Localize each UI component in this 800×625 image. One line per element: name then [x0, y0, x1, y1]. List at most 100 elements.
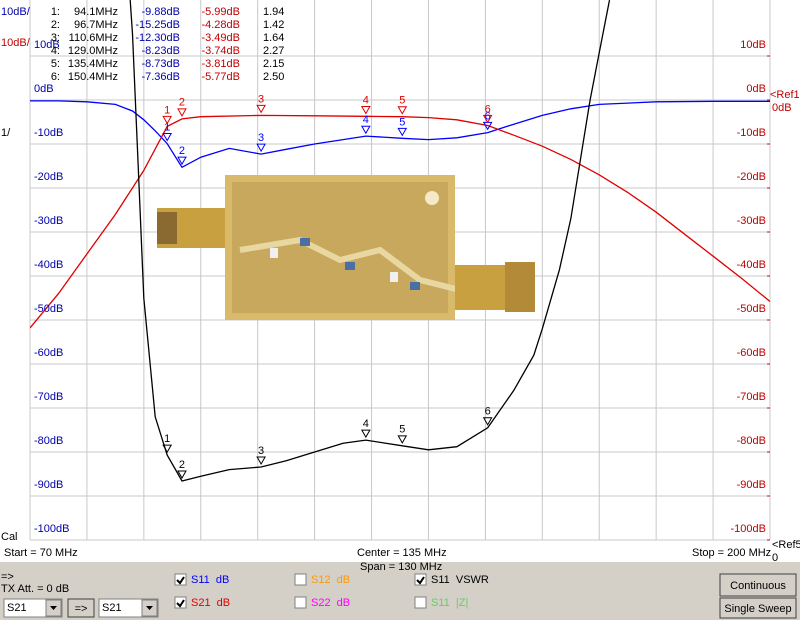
note: Cal: [1, 531, 18, 543]
marker: [397, 106, 408, 115]
marker-label: 2: [179, 459, 185, 471]
ref-value: 0dB: [772, 102, 792, 114]
marker-label: 1: [164, 121, 170, 133]
button-label[interactable]: Single Sweep: [724, 603, 791, 615]
select-arrow-icon: [146, 606, 153, 610]
marker: [482, 114, 493, 124]
left-tick-label: -50dB: [34, 303, 63, 315]
left-tick-label: 0dB: [34, 83, 54, 95]
marker: [177, 470, 187, 480]
marker-cell: -3.81dB: [201, 58, 240, 70]
right-tick-label: -50dB: [737, 303, 766, 315]
center: Center = 135 MHz: [357, 547, 447, 559]
marker: [256, 104, 266, 114]
marker: [360, 429, 371, 439]
note: 1/: [1, 127, 11, 139]
right-tick-label: -90dB: [737, 479, 766, 491]
marker-cell: -9.88dB: [141, 6, 180, 18]
arrow: =>: [1, 571, 14, 583]
marker-cell: 2.27: [263, 45, 284, 57]
checkmark: [176, 599, 185, 608]
marker-label: 3: [258, 93, 264, 105]
checkbox[interactable]: [294, 573, 307, 586]
marker-cell: 2.15: [263, 58, 284, 70]
select-value[interactable]: S21: [102, 602, 122, 614]
marker-label: 6: [485, 406, 491, 418]
left-tick-label: -60dB: [34, 347, 63, 359]
checkbox-label[interactable]: S21 dB: [191, 597, 230, 609]
right-tick-label: -80dB: [737, 435, 766, 447]
marker: [256, 143, 266, 153]
marker-cell: 5:: [51, 58, 60, 70]
checkbox[interactable]: [414, 596, 427, 609]
marker-cell: -3.74dB: [201, 45, 240, 57]
left-tick-label: -70dB: [34, 391, 63, 403]
right-tick-label: -10dB: [737, 127, 766, 139]
left-tick-label: -80dB: [34, 435, 63, 447]
button[interactable]: [719, 573, 797, 597]
checkbox[interactable]: [414, 573, 427, 586]
right-tick-label: -70dB: [737, 391, 766, 403]
checkbox[interactable]: [294, 596, 307, 609]
marker-label: 4: [363, 418, 369, 430]
marker-label: 4: [363, 114, 369, 126]
marker-label: 2: [179, 97, 185, 109]
checkbox[interactable]: [174, 573, 187, 586]
marker: [482, 417, 493, 426]
button[interactable]: [67, 598, 95, 618]
select-value[interactable]: S21: [7, 602, 27, 614]
marker-cell: -12.30dB: [135, 32, 180, 44]
trace: [30, 114, 770, 329]
ref-label: <Ref1: [770, 89, 800, 101]
marker-cell: -5.77dB: [201, 71, 240, 83]
marker: [177, 108, 187, 117]
marker-cell: -3.49dB: [201, 32, 240, 44]
marker-cell: -8.73dB: [141, 58, 180, 70]
checkbox-label[interactable]: S22 dB: [311, 597, 350, 609]
marker-cell: 1.64: [263, 32, 284, 44]
marker-cell: 96.7MHz: [74, 19, 118, 31]
right-tick-label: 0dB: [746, 83, 766, 95]
marker-cell: 129.0MHz: [68, 45, 118, 57]
marker: [397, 435, 408, 444]
select-arrow-icon: [50, 606, 57, 610]
marker: [162, 115, 173, 125]
stop: Stop = 200 MHz: [692, 547, 771, 559]
right-tick-label: -20dB: [737, 171, 766, 183]
left-tick-label: -10dB: [34, 127, 63, 139]
marker-cell: 4:: [51, 45, 60, 57]
right-tick-label: -60dB: [737, 347, 766, 359]
right-tick-label: 10dB: [740, 39, 766, 51]
checkbox-label[interactable]: S12 dB: [311, 574, 350, 586]
checkbox-label[interactable]: S11 VSWR: [431, 574, 489, 586]
marker-cell: 2.50: [263, 71, 284, 83]
checkmark: [176, 576, 185, 585]
marker-cell: 2:: [51, 19, 60, 31]
checkbox-label[interactable]: S11 |Z|: [431, 597, 468, 609]
button-label[interactable]: Continuous: [730, 580, 786, 592]
marker-label: 5: [399, 95, 405, 107]
marker: [360, 125, 371, 135]
button[interactable]: [719, 597, 797, 619]
checkbox-label[interactable]: S11 dB: [191, 574, 229, 586]
marker-label: 6: [485, 110, 491, 122]
marker-label: 1: [164, 104, 170, 116]
marker-cell: 1:: [51, 6, 60, 18]
marker: [162, 444, 173, 454]
checkbox[interactable]: [174, 596, 187, 609]
button-label[interactable]: =>: [75, 603, 88, 615]
start: Start = 70 MHz: [4, 547, 78, 559]
marker-cell: 1.94: [263, 6, 284, 18]
left-tick-label: -20dB: [34, 171, 63, 183]
left-scale: 10dB/: [1, 6, 31, 18]
marker-label: 1: [164, 433, 170, 445]
marker-label: 4: [363, 94, 369, 106]
checkmark: [416, 576, 425, 585]
marker-cell: 110.6MHz: [69, 32, 118, 44]
trace: [129, 0, 611, 482]
marker-cell: -15.25dB: [135, 19, 180, 31]
right-tick-label: -100dB: [731, 523, 766, 535]
marker-label: 6: [485, 103, 491, 115]
